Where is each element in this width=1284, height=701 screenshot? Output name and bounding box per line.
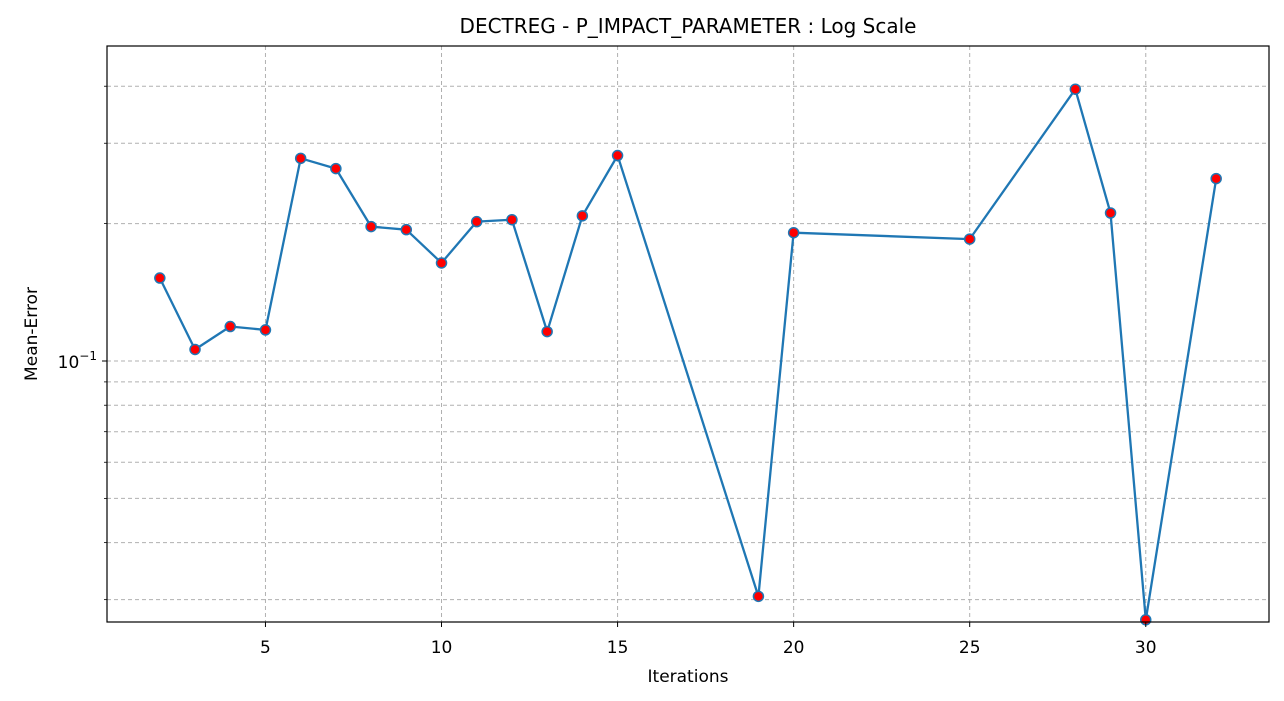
x-tick-label: 25 — [959, 638, 981, 658]
plot-frame — [106, 45, 1270, 623]
data-point — [1210, 172, 1222, 185]
data-point — [470, 215, 483, 228]
x-tick-label: 10 — [431, 638, 453, 658]
data-point — [330, 162, 342, 175]
data-point — [189, 343, 201, 356]
series-layer — [154, 83, 1222, 626]
data-point — [611, 149, 624, 162]
data-point — [154, 272, 166, 284]
data-point — [224, 320, 236, 333]
data-point — [1104, 207, 1117, 219]
data-point — [752, 590, 765, 603]
chart-title: DECTREG - P_IMPACT_PARAMETER : Log Scale — [460, 14, 917, 38]
data-point — [506, 213, 518, 226]
x-axis-ticks: 5 10 15 20 25 30 — [260, 622, 1157, 658]
x-tick-label: 5 — [260, 638, 271, 658]
y-tick-label: 10−1 — [58, 349, 97, 373]
data-point — [787, 226, 800, 239]
y-axis-label: Mean-Error — [22, 287, 42, 381]
data-point — [400, 223, 413, 236]
grid-lines — [107, 46, 1269, 622]
x-tick-label: 30 — [1135, 638, 1157, 658]
data-point — [541, 325, 553, 338]
x-axis-label: Iterations — [648, 667, 729, 687]
data-point — [259, 324, 272, 336]
data-point — [963, 233, 976, 245]
x-tick-label: 20 — [783, 638, 805, 658]
data-point — [576, 210, 589, 222]
series-line — [158, 88, 1218, 621]
data-point — [294, 152, 307, 165]
y-axis-ticks: 10−1 — [58, 85, 107, 601]
data-point — [365, 220, 377, 233]
data-point — [435, 257, 448, 269]
x-tick-label: 15 — [607, 638, 629, 658]
data-point — [1069, 83, 1082, 95]
